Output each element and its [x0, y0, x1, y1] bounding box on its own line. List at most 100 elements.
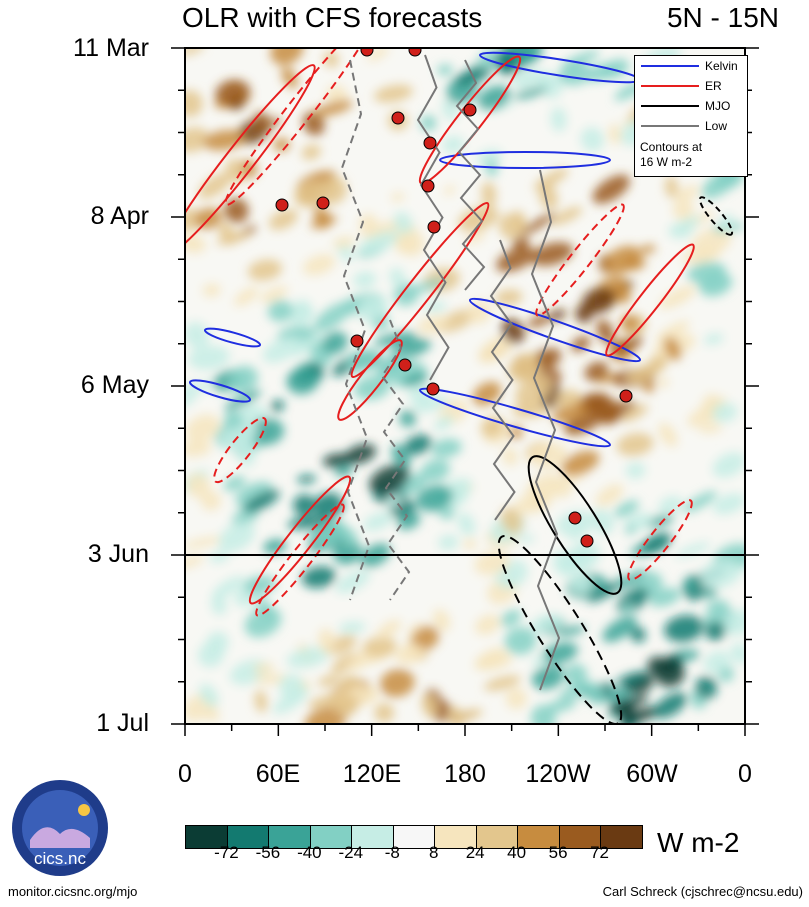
olr-anomaly-blob	[197, 642, 224, 668]
olr-anomaly-blob	[563, 414, 601, 435]
footer-credit: Carl Schreck (cjschrec@ncsu.edu)	[602, 884, 803, 899]
olr-anomaly-blob	[211, 575, 245, 599]
x-tick-label: 120W	[525, 760, 591, 788]
olr-anomaly-blob	[314, 301, 352, 332]
olr-anomaly-blob	[571, 336, 591, 352]
colorbar-cell	[227, 826, 270, 848]
olr-anomaly-blob	[545, 697, 577, 713]
colorbar-cell	[269, 826, 311, 848]
olr-anomaly-blob	[420, 115, 437, 131]
olr-anomaly-blob	[603, 245, 642, 275]
olr-anomaly-blob	[185, 536, 224, 549]
olr-anomaly-blob	[413, 395, 450, 413]
olr-anomaly-blob	[672, 197, 694, 221]
olr-anomaly-blob	[474, 652, 513, 671]
olr-anomaly-blob	[698, 271, 732, 297]
olr-anomaly-blob	[198, 172, 232, 199]
olr-anomaly-blob	[457, 512, 476, 536]
olr-anomaly-blob	[234, 286, 259, 307]
olr-anomaly-blob	[356, 295, 389, 322]
olr-anomaly-blob	[521, 212, 556, 236]
olr-anomaly-blob	[568, 526, 587, 540]
olr-anomaly-blob	[228, 365, 258, 393]
olr-anomaly-blob	[513, 86, 548, 100]
colorbar-cell	[393, 826, 436, 848]
er-contour	[255, 503, 345, 617]
er-contour	[350, 202, 490, 378]
olr-anomaly-blob	[581, 287, 616, 314]
olr-anomaly-blob	[463, 538, 477, 550]
colorbar-tick-label: 24	[465, 843, 485, 862]
olr-anomaly-blob	[500, 507, 523, 534]
er-contour	[605, 243, 695, 357]
olr-anomaly-blob	[705, 621, 726, 641]
olr-anomaly-blob	[675, 542, 711, 558]
olr-anomaly-blob	[185, 440, 212, 457]
colorbar-tick-label: -72	[214, 843, 239, 862]
olr-anomaly-blob	[263, 538, 287, 554]
olr-anomaly-blob	[608, 695, 649, 712]
olr-anomaly-blob	[185, 238, 207, 254]
olr-anomaly-blob	[224, 390, 262, 411]
olr-anomaly-blob	[495, 289, 523, 306]
olr-anomaly-blob	[478, 334, 515, 364]
olr-anomaly-blob	[712, 452, 745, 478]
y-tick-label: 11 Mar	[73, 34, 149, 62]
olr-anomaly-blob	[620, 404, 648, 422]
olr-anomaly-blob	[374, 702, 395, 723]
olr-anomaly-blob	[390, 192, 405, 202]
kelvin-contour	[418, 387, 612, 448]
olr-anomaly-blob	[653, 692, 687, 719]
kelvin-contour	[468, 297, 642, 363]
olr-anomaly-blob	[433, 415, 454, 431]
olr-anomaly-blob	[467, 300, 492, 324]
storm-marker	[463, 103, 477, 117]
colorbar-tick-label: -8	[384, 843, 400, 862]
olr-anomaly-blob	[505, 687, 527, 710]
olr-anomaly-blob	[249, 418, 285, 446]
hovmoller-plot	[171, 47, 759, 736]
olr-anomaly-blob	[267, 300, 293, 322]
olr-anomaly-blob	[649, 587, 681, 607]
olr-anomaly-blob	[475, 614, 501, 635]
olr-anomaly-blob	[389, 267, 406, 288]
storm-marker	[275, 198, 289, 212]
olr-anomaly-blob	[185, 414, 221, 443]
olr-anomaly-blob	[644, 515, 675, 528]
olr-anomaly-blob	[407, 623, 426, 638]
olr-anomaly-blob	[641, 532, 672, 554]
olr-anomaly-blob	[420, 459, 450, 482]
olr-anomaly-blob	[404, 434, 432, 455]
olr-anomaly-blob	[259, 286, 289, 303]
olr-anomaly-blob	[441, 99, 458, 121]
olr-anomaly-blob	[272, 687, 309, 715]
olr-anomaly-blob	[210, 595, 227, 616]
colorbar-cell	[559, 826, 602, 848]
olr-anomaly-blob	[695, 676, 718, 699]
olr-anomaly-blob	[483, 675, 521, 691]
olr-anomaly-blob	[318, 628, 336, 654]
legend-label: Kelvin	[705, 59, 738, 73]
olr-anomaly-blob	[369, 464, 410, 495]
y-tick-label: 8 Apr	[90, 202, 149, 230]
legend-label: ER	[705, 79, 722, 93]
olr-anomaly-blob	[442, 135, 465, 154]
olr-anomaly-blob	[321, 331, 348, 355]
olr-anomaly-blob	[655, 320, 690, 343]
legend-swatch	[641, 105, 699, 107]
olr-anomaly-blob	[400, 230, 425, 257]
olr-anomaly-blob	[702, 585, 717, 599]
storm-marker	[360, 48, 374, 57]
er-contour	[535, 203, 625, 317]
kelvin-contour	[439, 151, 611, 169]
olr-anomaly-blob	[437, 534, 459, 551]
kelvin-contour	[203, 327, 262, 348]
olr-anomaly-blob	[617, 569, 646, 589]
cics-nc-logo: cics.nc	[12, 780, 108, 876]
olr-anomaly-blob	[200, 491, 221, 511]
olr-anomaly-blob	[554, 389, 581, 409]
olr-anomaly-blob	[703, 333, 724, 345]
colorbar-unit: W m-2	[657, 827, 740, 858]
olr-anomaly-blob	[254, 690, 268, 713]
olr-anomaly-blob	[616, 432, 654, 456]
